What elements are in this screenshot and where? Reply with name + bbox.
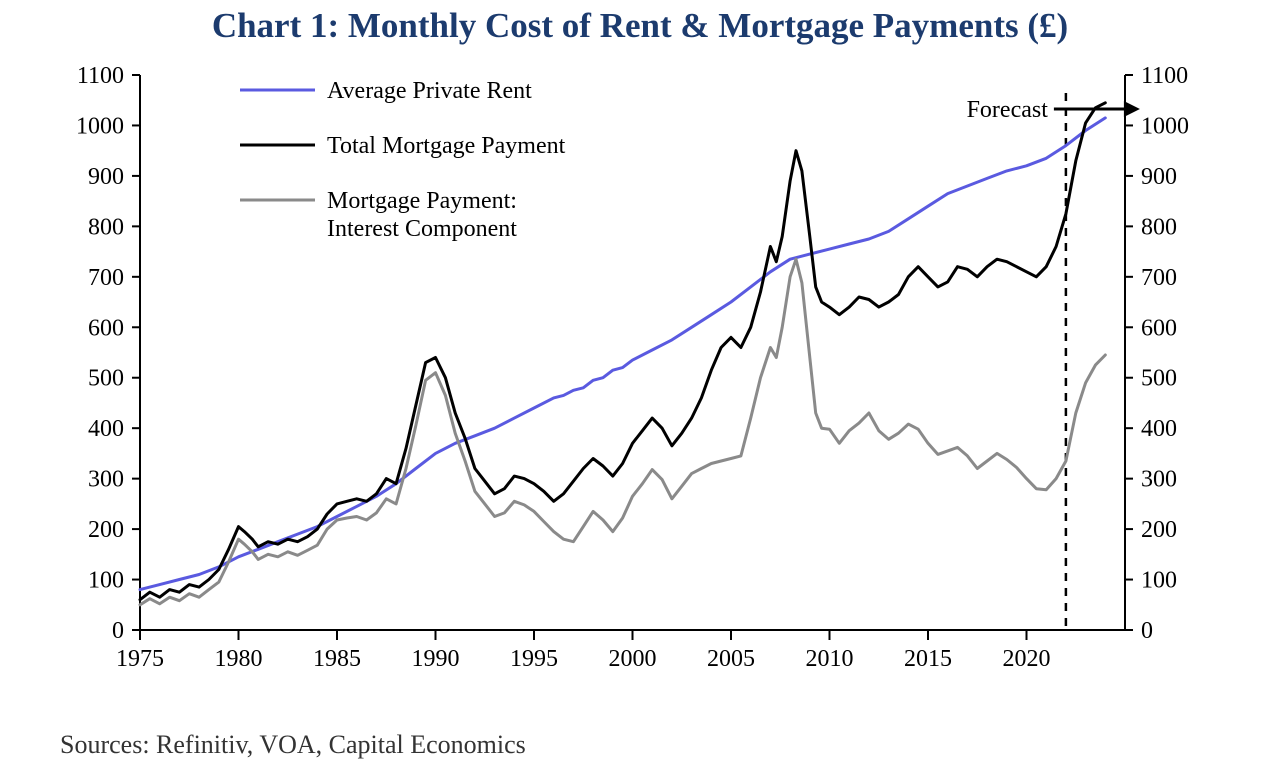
svg-text:2000: 2000 (609, 646, 657, 672)
svg-text:500: 500 (88, 366, 124, 392)
svg-text:0: 0 (1141, 618, 1153, 644)
svg-text:1985: 1985 (313, 646, 361, 672)
svg-text:1100: 1100 (77, 63, 124, 89)
svg-text:600: 600 (1141, 315, 1177, 341)
svg-text:500: 500 (1141, 366, 1177, 392)
svg-text:700: 700 (88, 265, 124, 291)
svg-text:100: 100 (88, 568, 124, 594)
svg-text:1000: 1000 (76, 113, 124, 139)
svg-text:700: 700 (1141, 265, 1177, 291)
svg-text:600: 600 (88, 315, 124, 341)
svg-text:Interest Component: Interest Component (327, 216, 517, 242)
svg-text:2010: 2010 (806, 646, 854, 672)
svg-text:400: 400 (88, 416, 124, 442)
svg-text:2015: 2015 (904, 646, 952, 672)
svg-text:1995: 1995 (510, 646, 558, 672)
svg-text:2005: 2005 (707, 646, 755, 672)
svg-text:0: 0 (112, 618, 124, 644)
svg-text:1100: 1100 (1141, 63, 1188, 89)
svg-text:Mortgage Payment:: Mortgage Payment: (327, 188, 517, 214)
svg-text:400: 400 (1141, 416, 1177, 442)
svg-text:800: 800 (88, 214, 124, 240)
svg-text:200: 200 (88, 517, 124, 543)
svg-text:100: 100 (1141, 568, 1177, 594)
svg-text:200: 200 (1141, 517, 1177, 543)
svg-text:Total Mortgage Payment: Total Mortgage Payment (327, 133, 566, 159)
svg-text:Average Private Rent: Average Private Rent (327, 78, 532, 104)
chart-title: Chart 1: Monthly Cost of Rent & Mortgage… (50, 6, 1230, 46)
svg-text:800: 800 (1141, 214, 1177, 240)
svg-text:1000: 1000 (1141, 113, 1189, 139)
svg-text:300: 300 (1141, 467, 1177, 493)
svg-text:1990: 1990 (412, 646, 460, 672)
sources-text: Sources: Refinitiv, VOA, Capital Economi… (60, 730, 526, 760)
svg-text:1980: 1980 (215, 646, 263, 672)
svg-text:900: 900 (1141, 164, 1177, 190)
svg-text:900: 900 (88, 164, 124, 190)
svg-text:300: 300 (88, 467, 124, 493)
chart-plot-area: 0 0 100 100 200 200 300 300 400 400 500 500 600 600 70… (0, 60, 1280, 700)
svg-text:Forecast: Forecast (967, 97, 1049, 123)
svg-text:2020: 2020 (1003, 646, 1051, 672)
svg-text:1975: 1975 (116, 646, 164, 672)
chart-figure: Chart 1: Monthly Cost of Rent & Mortgage… (0, 0, 1280, 768)
